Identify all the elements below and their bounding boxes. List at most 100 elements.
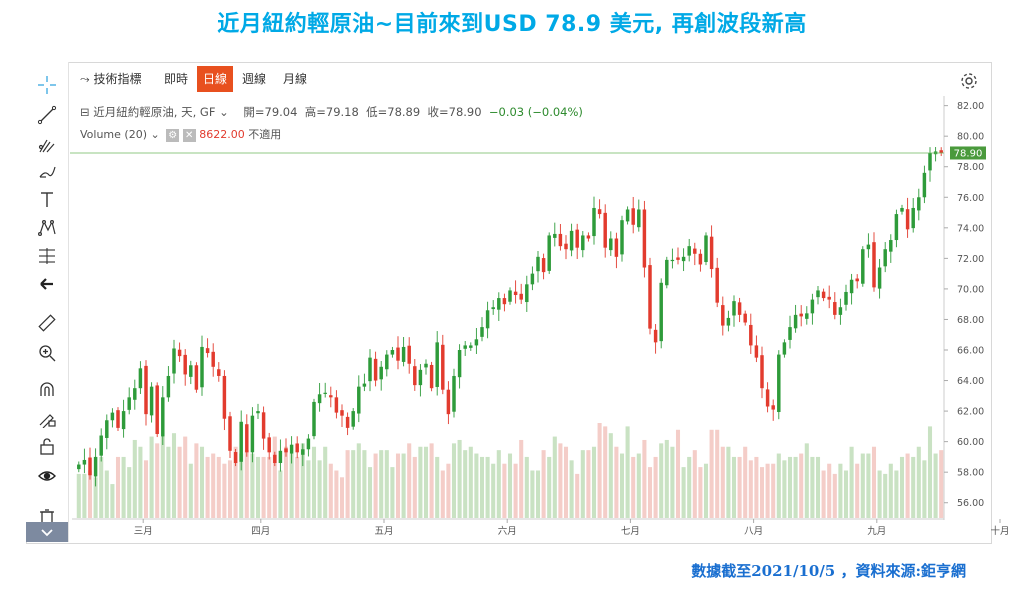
candle-body xyxy=(317,394,322,404)
crosshair-icon[interactable] xyxy=(26,72,68,98)
pitchfork-icon[interactable] xyxy=(26,132,68,158)
candle-body xyxy=(861,249,865,284)
volume-bar xyxy=(143,460,149,518)
candle-body xyxy=(491,307,495,310)
volume-bar xyxy=(356,443,361,518)
volume-bar xyxy=(927,426,933,518)
pattern-icon[interactable] xyxy=(26,215,68,241)
tab-weekly[interactable]: 週線 xyxy=(236,66,272,92)
candle-body xyxy=(485,310,490,329)
tab-intraday-label: 即時 xyxy=(164,72,189,86)
y-tick-label: 68.00 xyxy=(957,315,984,326)
volume-bar xyxy=(776,453,781,518)
volume-bar xyxy=(597,423,602,518)
candle-body xyxy=(390,350,395,355)
volume-bar xyxy=(485,456,490,518)
candle-body xyxy=(99,435,103,456)
zoom-in-icon[interactable] xyxy=(26,340,68,366)
volume-bar xyxy=(675,429,681,518)
volume-bar xyxy=(905,453,910,518)
volume-bar xyxy=(211,453,216,518)
volume-bar xyxy=(149,436,154,518)
volume-bar xyxy=(194,443,199,518)
candle-body xyxy=(530,273,535,285)
volume-value: 8622.00 xyxy=(199,128,245,141)
candle-body xyxy=(457,350,462,378)
candle-body xyxy=(334,397,339,413)
volume-bar xyxy=(608,433,613,518)
volume-bar xyxy=(121,456,126,518)
collapse-toolbar-button[interactable] xyxy=(26,522,68,542)
candle-body xyxy=(715,267,719,303)
candle-body xyxy=(603,212,607,248)
volume-bar xyxy=(446,463,451,518)
volume-bar xyxy=(82,473,87,518)
gear-icon[interactable] xyxy=(958,70,980,96)
tab-monthly[interactable]: 月線 xyxy=(277,66,313,92)
volume-bar xyxy=(132,439,137,518)
eye-icon[interactable] xyxy=(26,463,68,489)
candle-body xyxy=(463,345,467,349)
candle-body xyxy=(670,259,675,262)
volume-bar xyxy=(692,450,697,518)
collapse-legend-icon[interactable]: ⊟ xyxy=(80,105,90,119)
brush-icon[interactable] xyxy=(26,159,68,185)
volume-bar xyxy=(799,453,804,518)
candle-body xyxy=(502,298,507,305)
volume-bar xyxy=(384,450,389,518)
symbol-label[interactable]: 近月紐約輕原油, 天, GF xyxy=(93,105,216,119)
candle-body xyxy=(379,366,383,380)
ruler-icon[interactable] xyxy=(26,310,68,336)
volume-bar xyxy=(390,467,395,518)
arrow-left-icon[interactable] xyxy=(26,271,68,297)
volume-bar xyxy=(754,456,759,518)
volume-bar xyxy=(199,446,205,518)
chevron-down-icon xyxy=(40,523,54,542)
volume-bar xyxy=(524,456,529,518)
candle-body xyxy=(233,452,238,464)
candle-body xyxy=(653,329,658,343)
lock-draw-icon[interactable] xyxy=(26,405,68,431)
volume-bar xyxy=(474,453,479,518)
volume-bar xyxy=(586,450,591,518)
close-small-icon[interactable]: ✕ xyxy=(182,129,196,142)
candle-body xyxy=(222,375,227,419)
candle-body xyxy=(239,421,243,462)
candle-body xyxy=(189,365,193,377)
volume-bar xyxy=(642,439,647,518)
candle-body xyxy=(480,327,484,337)
settings-small-icon[interactable]: ⚙ xyxy=(166,129,180,142)
volume-bar xyxy=(339,477,345,518)
volume-bar xyxy=(222,463,227,518)
volume-bar xyxy=(99,456,104,518)
candle-body xyxy=(900,207,904,212)
indicators-button[interactable]: ⤳ 技術指標 xyxy=(74,66,147,92)
y-tick-label: 58.00 xyxy=(957,468,984,479)
candle-body xyxy=(771,405,775,410)
candle-body xyxy=(435,342,439,387)
volume-bar xyxy=(939,450,944,518)
volume-bar xyxy=(631,456,636,518)
magnet-icon[interactable] xyxy=(26,377,68,403)
volume-bar xyxy=(345,450,350,518)
chevron-down-icon[interactable]: ⌄ xyxy=(219,105,229,119)
candle-body xyxy=(351,411,355,427)
trend-line-icon[interactable] xyxy=(26,102,68,128)
tab-intraday[interactable]: 即時 xyxy=(158,66,194,92)
tab-daily[interactable]: 日線 xyxy=(197,66,234,92)
fib-levels-icon[interactable] xyxy=(26,243,68,269)
candle-body xyxy=(105,420,109,438)
text-tool-icon[interactable] xyxy=(26,187,68,213)
candle-body xyxy=(620,220,624,255)
unlock-icon[interactable] xyxy=(26,433,68,459)
candle-body xyxy=(541,258,546,273)
volume-bar xyxy=(793,456,798,518)
volume-bar xyxy=(871,446,877,518)
chevron-down-icon[interactable]: ⌄ xyxy=(150,128,160,141)
y-tick-label: 56.00 xyxy=(957,498,984,509)
volume-label[interactable]: Volume (20) xyxy=(80,128,147,141)
y-tick-label: 76.00 xyxy=(957,193,984,204)
candle-body xyxy=(441,344,445,390)
volume-bar xyxy=(888,463,893,518)
